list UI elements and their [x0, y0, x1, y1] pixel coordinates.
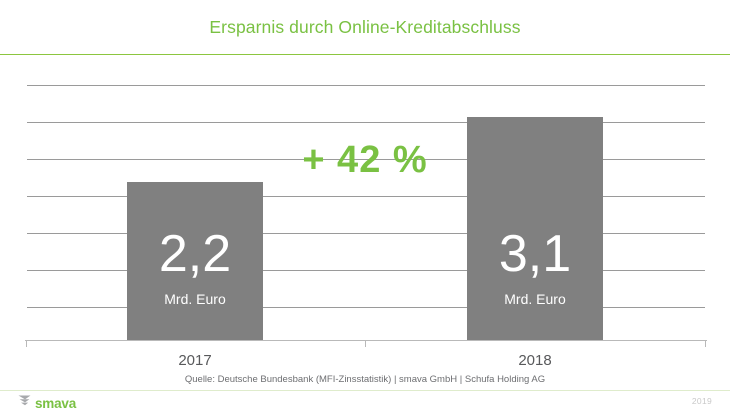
page-title: Ersparnis durch Online-Kreditabschluss: [209, 17, 521, 37]
x-axis-tick: [365, 340, 366, 347]
bar-unit-2018: Mrd. Euro: [504, 291, 566, 307]
brand-logo: smava: [18, 394, 76, 410]
gridline: [27, 122, 705, 123]
brand-name: smava: [35, 395, 77, 410]
bar-2018: 3,1 Mrd. Euro: [467, 117, 603, 340]
gridline: [27, 307, 705, 308]
gridline: [27, 159, 705, 160]
chart-plot-area: [27, 60, 705, 341]
gridline: [27, 233, 705, 234]
x-axis-tick: [26, 340, 27, 347]
gridline: [27, 85, 705, 86]
bar-value-2018: 3,1: [498, 225, 572, 283]
bar-2017: 2,2 Mrd. Euro: [127, 182, 263, 340]
bar-unit-2017: Mrd. Euro: [164, 291, 226, 307]
footer-divider: [0, 390, 730, 391]
x-axis-label-2017: 2017: [178, 352, 212, 369]
growth-annotation: + 42 %: [302, 139, 428, 181]
bar-value-2017: 2,2: [158, 225, 232, 283]
x-axis-label-2018: 2018: [518, 352, 552, 369]
smava-leaf-icon: [18, 394, 32, 410]
x-axis-line: [25, 340, 707, 341]
source-note: Quelle: Deutsche Bundesbank (MFI-Zinssta…: [184, 374, 546, 385]
gridline: [27, 270, 705, 271]
x-axis-tick: [705, 340, 706, 347]
header-divider: [0, 54, 730, 55]
gridline: [27, 196, 705, 197]
footer-year: 2019: [691, 396, 712, 406]
